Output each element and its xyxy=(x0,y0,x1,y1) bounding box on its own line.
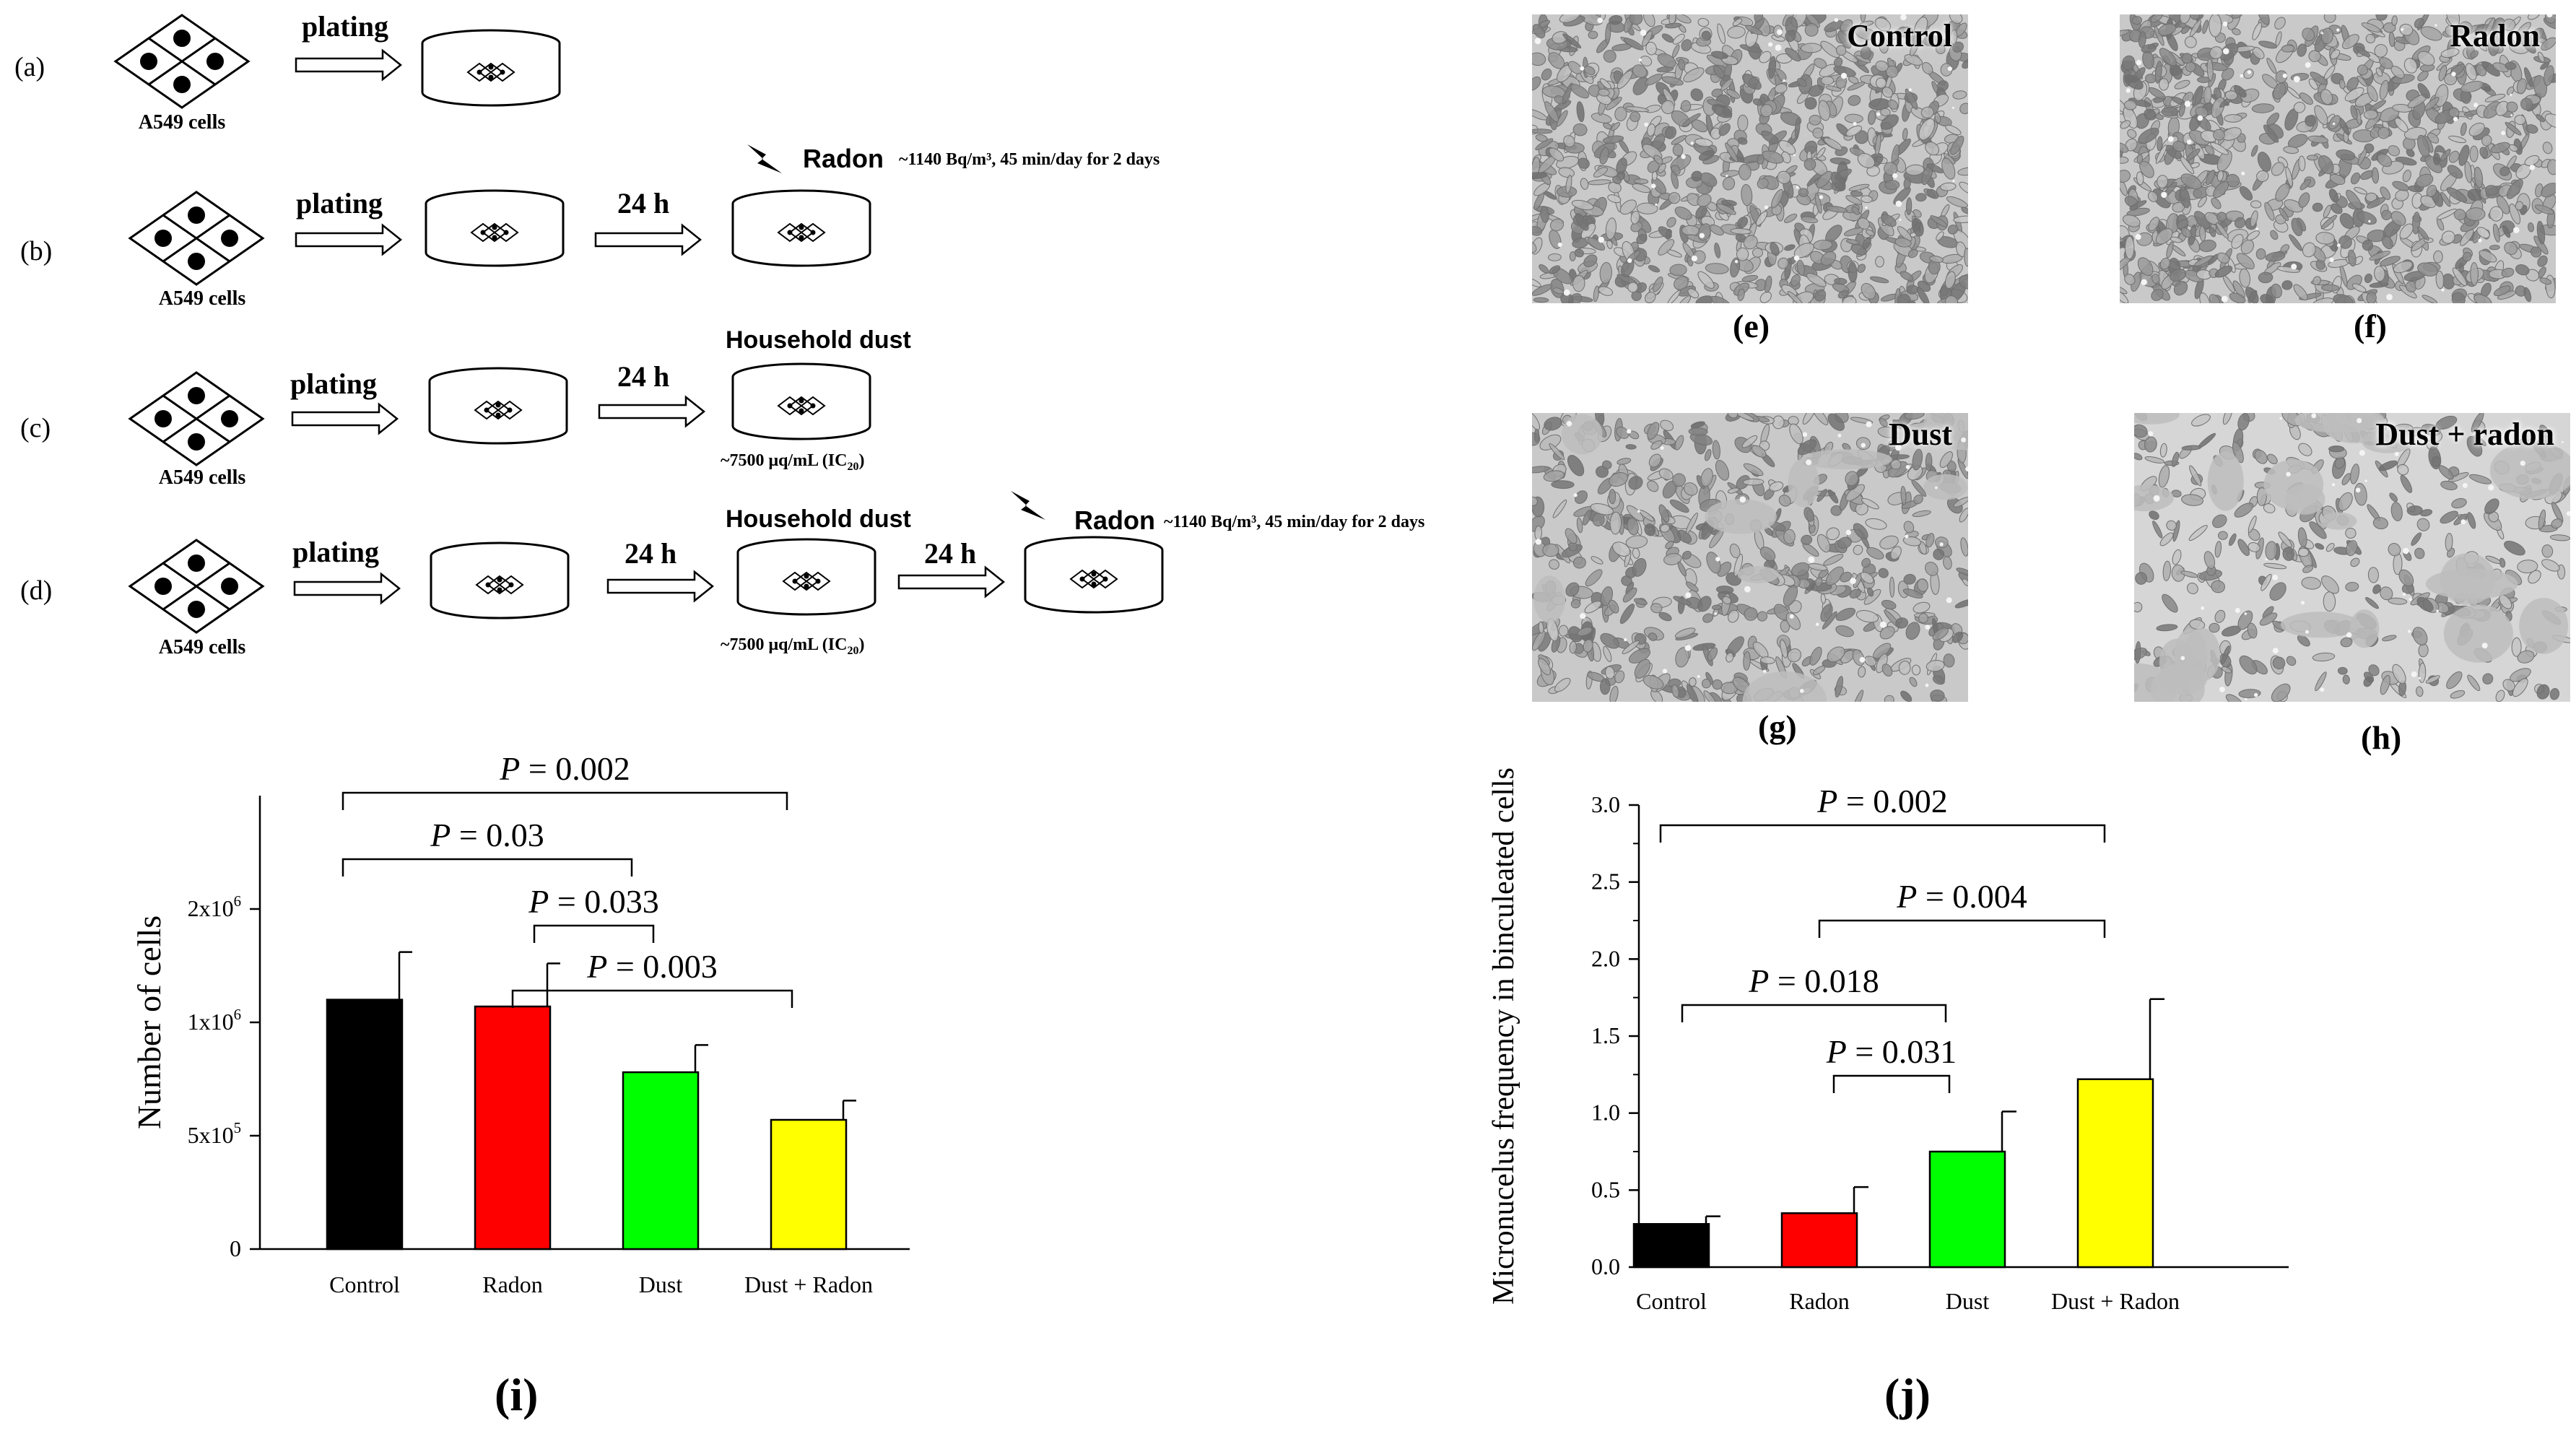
y-tick-label: 2.5 xyxy=(1591,869,1620,895)
x-tick-label: Dust + Radon xyxy=(2051,1288,2180,1314)
radon-label: Radon xyxy=(1074,505,1155,535)
x-tick-label: Radon xyxy=(482,1271,543,1297)
cells-label: A549 cells xyxy=(159,287,246,310)
x-tick-label: Dust xyxy=(639,1271,683,1297)
y-tick-label: 1.5 xyxy=(1591,1022,1620,1048)
p-value-label: P = 0.003 xyxy=(586,948,718,985)
bar xyxy=(622,1071,700,1251)
significance-bracket xyxy=(511,989,793,1008)
p-value-label: P = 0.002 xyxy=(499,750,630,787)
time-label: 24 h xyxy=(617,187,669,219)
y-tick-label: 1.0 xyxy=(1591,1100,1620,1126)
bar xyxy=(770,1118,848,1251)
x-tick-label: Radon xyxy=(1789,1288,1850,1314)
p-value-label: P = 0.033 xyxy=(528,883,659,920)
cell-texture xyxy=(2134,413,2570,702)
p-value-label: P = 0.018 xyxy=(1748,962,1879,999)
significance-bracket xyxy=(1818,919,2106,938)
significance-bracket xyxy=(1681,1004,1947,1022)
bar xyxy=(474,1005,552,1251)
row-letter: (a) xyxy=(14,52,45,82)
micrograph-dust: Dust xyxy=(1532,413,1968,702)
bar xyxy=(1928,1150,2006,1269)
row-b: (b) A549 cells plating 24 h Radon ~1140 … xyxy=(20,144,1159,310)
cells-label: A549 cells xyxy=(139,111,226,134)
panel-letter-h: (h) xyxy=(2361,719,2402,756)
plating-label: plating xyxy=(292,536,379,568)
cell-texture xyxy=(1532,14,1968,303)
radon-dose-note: ~1140 Bq/m³, 45 min/day for 2 days xyxy=(899,150,1159,169)
time-label-2: 24 h xyxy=(924,537,976,570)
y-tick-label: 2x106 xyxy=(188,893,241,921)
y-tick-label: 3.0 xyxy=(1591,791,1620,817)
significance-bracket xyxy=(341,791,788,810)
chart-j-svg: 0.0 0.5 1.0 1.5 2.0 2.5 3.0 Micronucelus freque… xyxy=(1487,767,2289,1314)
experimental-scheme: (a) A549 cells plating (b) A549 cells pl… xyxy=(14,10,1424,658)
y-tick-label: 1x106 xyxy=(188,1006,241,1035)
plating-label: plating xyxy=(290,367,377,400)
panel-letter-j: (j) xyxy=(1884,1369,1931,1420)
x-tick-label: Control xyxy=(329,1271,400,1297)
x-tick-label: Dust + Radon xyxy=(744,1271,873,1297)
y-tick-label: 0 xyxy=(230,1235,241,1261)
significance-bracket xyxy=(341,858,633,877)
row-d: (d) A549 cells plating 24 h Household du… xyxy=(20,491,1424,658)
cell-texture xyxy=(1532,413,1968,702)
dust-label: Household dust xyxy=(726,505,911,533)
y-axis-label: Number of cells xyxy=(131,915,167,1129)
bar xyxy=(2076,1078,2154,1269)
chart-micronucleus: 0.0 0.5 1.0 1.5 2.0 2.5 3.0 Micronucelus freque… xyxy=(1487,711,2325,1357)
dust-label: Household dust xyxy=(726,326,911,354)
row-letter: (d) xyxy=(20,575,52,606)
row-c: (c) A549 cells plating 24 h Household du… xyxy=(20,326,911,489)
plating-label: plating xyxy=(296,187,383,219)
micrograph-label: Dust + radon xyxy=(2375,417,2554,452)
y-tick-label: 5x105 xyxy=(188,1120,241,1148)
x-tick-label: Control xyxy=(1636,1288,1707,1314)
p-value-label: P = 0.002 xyxy=(1816,783,1948,819)
panel-letter-i: (i) xyxy=(495,1369,539,1420)
significance-bracket xyxy=(533,924,655,943)
time-label: 24 h xyxy=(617,360,669,393)
chart-i-svg: 0 5x105 1x106 2x106 Number of cells Control Ra… xyxy=(131,750,910,1297)
bar xyxy=(1632,1223,1710,1269)
cells-label: A549 cells xyxy=(159,466,246,489)
chart-cell-number: 0 5x105 1x106 2x106 Number of cells Control Ra… xyxy=(108,729,946,1343)
significance-bracket xyxy=(1659,824,2106,843)
panel-letter-e: (e) xyxy=(1733,308,1770,344)
row-letter: (c) xyxy=(20,413,51,443)
y-tick-label: 2.0 xyxy=(1591,945,1620,971)
micrograph-dust-radon: Dust + radon xyxy=(2134,413,2570,702)
radon-label: Radon xyxy=(803,144,884,173)
panel-letter-g: (g) xyxy=(1758,708,1797,745)
p-value-label: P = 0.031 xyxy=(1826,1033,1957,1070)
micrograph-radon: Radon xyxy=(2120,14,2556,303)
plating-label: plating xyxy=(302,10,388,43)
bar xyxy=(326,999,404,1251)
y-tick-label: 0.0 xyxy=(1591,1253,1620,1279)
micrograph-label: Control xyxy=(1847,18,1952,53)
row-a: (a) A549 cells plating xyxy=(14,10,561,134)
cells-label: A549 cells xyxy=(159,636,246,658)
y-axis-label: Micronucelus frequency in binculeated ce… xyxy=(1487,767,1520,1305)
time-label: 24 h xyxy=(625,537,676,570)
p-value-label: P = 0.004 xyxy=(1896,878,2027,915)
micrograph-label: Radon xyxy=(2450,18,2540,53)
cell-texture xyxy=(2120,14,2556,303)
radon-dose-note: ~1140 Bq/m³, 45 min/day for 2 days xyxy=(1164,513,1424,531)
panel-letter-f: (f) xyxy=(2354,308,2387,344)
x-tick-label: Dust xyxy=(1946,1288,1990,1314)
p-value-label: P = 0.03 xyxy=(430,817,544,853)
micrograph-label: Dust xyxy=(1888,417,1952,452)
dust-dose-note: ~7500 μq/mL (IC20) xyxy=(721,451,864,473)
y-tick-label: 0.5 xyxy=(1591,1176,1620,1202)
significance-bracket xyxy=(1832,1074,1951,1093)
micrograph-control: Control xyxy=(1532,14,1968,303)
row-letter: (b) xyxy=(20,236,52,266)
bar xyxy=(1780,1212,1858,1269)
dust-dose-note: ~7500 μq/mL (IC20) xyxy=(721,635,864,657)
